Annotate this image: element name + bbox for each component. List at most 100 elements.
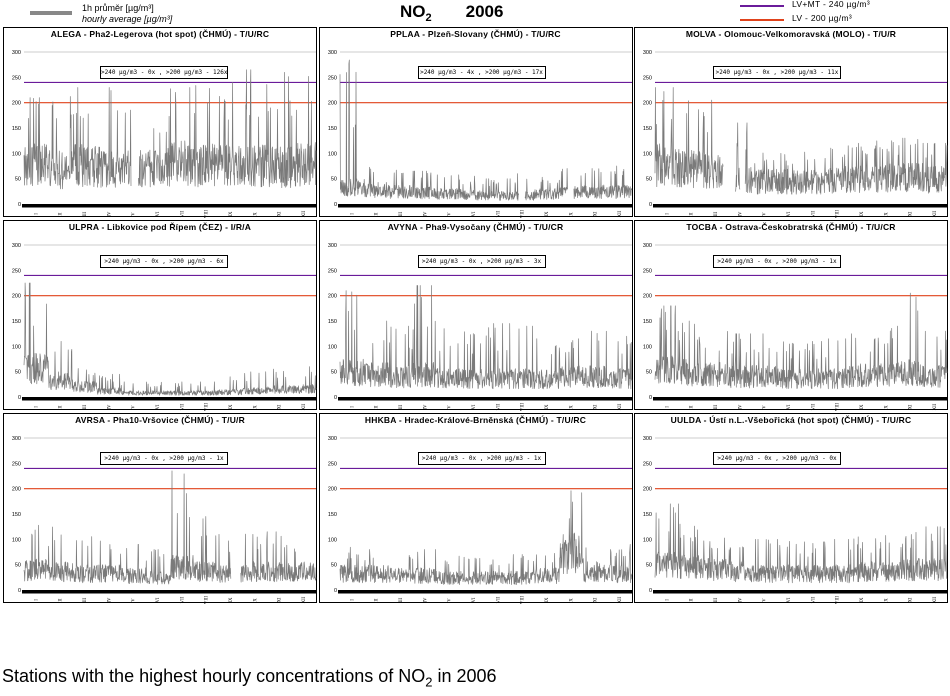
exceedance-count-box: >240 µg/m3 - 0x , >200 µg/m3 - 3x — [417, 255, 546, 268]
y-tick-label: 0 — [649, 395, 652, 401]
y-tick-label: 0 — [333, 202, 336, 208]
legend-limit-240-label: LV+MT - 240 µg/m³ — [792, 0, 870, 9]
month-label: III — [398, 404, 403, 409]
month-label: II — [374, 405, 379, 409]
month-label: IV — [107, 404, 112, 410]
month-label: IX — [860, 597, 865, 603]
y-tick-label: 0 — [333, 588, 336, 594]
month-label: III — [83, 597, 88, 602]
month-label: IV — [423, 597, 428, 603]
y-tick-label: 300 — [327, 436, 336, 442]
y-tick-label: 200 — [12, 487, 21, 493]
month-label: IX — [860, 404, 865, 410]
station-panel: 0 50 100 150 200 250 300 I II III IV V VI VII VIII IX X X… — [318, 413, 633, 604]
exceedance-count-box: >240 µg/m3 - 4x , >200 µg/m3 - 17x — [417, 66, 546, 79]
y-tick-label: 150 — [643, 126, 652, 132]
month-label: I — [665, 213, 670, 215]
y-tick-label: 300 — [12, 50, 21, 56]
station-title: HHKBA - Hradec-Králové-Brněnská (ČHMÚ) -… — [364, 415, 587, 425]
station-panel: 0 50 100 150 200 250 300 I II III IV V VI VII VIII IX X X… — [318, 27, 633, 218]
exceedance-count-box: >240 µg/m3 - 0x , >200 µg/m3 - 126x — [100, 66, 228, 79]
y-tick-label: 250 — [327, 268, 336, 274]
y-tick-label: 150 — [327, 126, 336, 132]
legend-limits: LV+MT - 240 µg/m³ LV - 200 µg/m³ — [740, 0, 940, 26]
month-label: X — [569, 405, 574, 409]
month-label: VII — [180, 596, 185, 603]
y-tick-label: 200 — [643, 487, 652, 493]
month-label: I — [350, 406, 355, 408]
month-label: XII — [617, 210, 622, 217]
y-tick-label: 100 — [643, 151, 652, 157]
y-tick-label: 0 — [649, 202, 652, 208]
month-label: IX — [544, 404, 549, 410]
y-tick-label: 100 — [12, 344, 21, 350]
y-tick-label: 50 — [330, 177, 336, 183]
caption-subscript: 2 — [425, 674, 433, 690]
legend-hourly-label-en: hourly average [µg/m³] — [82, 14, 173, 24]
month-label: XII — [617, 596, 622, 603]
month-label: IX — [229, 211, 234, 217]
month-label: XII — [302, 210, 307, 217]
month-label: II — [59, 212, 64, 216]
month-label: I — [34, 406, 39, 408]
month-label: IX — [544, 597, 549, 603]
station-title: MOLVA - Olomouc-Velkomoravská (MOLO) - T… — [685, 29, 897, 39]
y-tick-label: 250 — [643, 268, 652, 274]
title-pollutant-subscript: 2 — [425, 12, 432, 24]
hourly-series-line — [654, 292, 948, 390]
station-title: AVRSA - Pha10-Vršovice (ČHMÚ) - T/U/R — [75, 415, 245, 425]
y-tick-label: 200 — [327, 487, 336, 493]
exceedance-count-box: >240 µg/m3 - 0x , >200 µg/m3 - 1x — [100, 452, 228, 465]
month-label: I — [665, 599, 670, 601]
station-panel: 0 50 100 150 200 250 300 I II III IV V VI VII VIII IX X X… — [3, 413, 317, 604]
month-label: VI — [156, 404, 161, 409]
y-tick-label: 100 — [327, 151, 336, 157]
station-panel: 0 50 100 150 200 250 300 I II III IV V VI VII VIII IX X X… — [634, 413, 948, 604]
y-tick-label: 250 — [12, 461, 21, 467]
month-label: II — [59, 405, 64, 409]
month-label: IV — [107, 597, 112, 603]
month-label: II — [690, 405, 695, 409]
month-label: II — [59, 598, 64, 602]
month-label: IV — [738, 404, 743, 410]
y-tick-label: 0 — [333, 395, 336, 401]
month-label: III — [83, 404, 88, 409]
legend-hourly-average: 1h průměr [µg/m³] hourly average [µg/m³] — [30, 3, 220, 25]
legend-limit-200: LV - 200 µg/m³ — [740, 13, 940, 26]
month-label: IX — [229, 404, 234, 410]
month-label: IX — [229, 597, 234, 603]
figure-caption: Stations with the highest hourly concent… — [2, 666, 497, 690]
x-axis-bar — [22, 590, 316, 594]
month-label: IV — [423, 211, 428, 217]
month-label: V — [763, 598, 768, 602]
month-label: XII — [933, 596, 938, 603]
station-title: TOCBA - Ostrava-Českobratrská (ČHMÚ) - T… — [686, 222, 896, 232]
y-tick-label: 150 — [327, 512, 336, 518]
y-tick-label: 50 — [330, 370, 336, 376]
month-label: VI — [471, 404, 476, 409]
month-label: II — [690, 212, 695, 216]
y-tick-label: 250 — [643, 75, 652, 81]
y-tick-label: 50 — [15, 177, 21, 183]
exceedance-count-box: >240 µg/m3 - 0x , >200 µg/m3 - 6x — [100, 255, 228, 268]
month-label: VI — [471, 597, 476, 602]
y-tick-label: 0 — [18, 588, 21, 594]
y-tick-label: 100 — [327, 344, 336, 350]
month-label: XII — [302, 596, 307, 603]
y-tick-label: 50 — [15, 563, 21, 569]
y-tick-label: 50 — [15, 370, 21, 376]
station-title: ALEGA - Pha2-Legerova (hot spot) (ČHMÚ) … — [50, 29, 270, 39]
y-tick-label: 0 — [649, 588, 652, 594]
x-axis-bar — [337, 204, 632, 208]
station-panel: 0 50 100 150 200 250 300 I II III IV V VI VII VIII IX X X… — [3, 27, 317, 218]
y-tick-label: 50 — [330, 563, 336, 569]
y-tick-label: 100 — [643, 537, 652, 543]
month-label: VII — [811, 210, 816, 217]
month-label: VII — [180, 403, 185, 410]
title-year: 2006 — [465, 2, 504, 21]
month-label: I — [34, 213, 39, 215]
month-label: VIII — [836, 402, 841, 411]
hourly-series-line — [339, 59, 632, 201]
hourly-series-line — [339, 285, 632, 390]
